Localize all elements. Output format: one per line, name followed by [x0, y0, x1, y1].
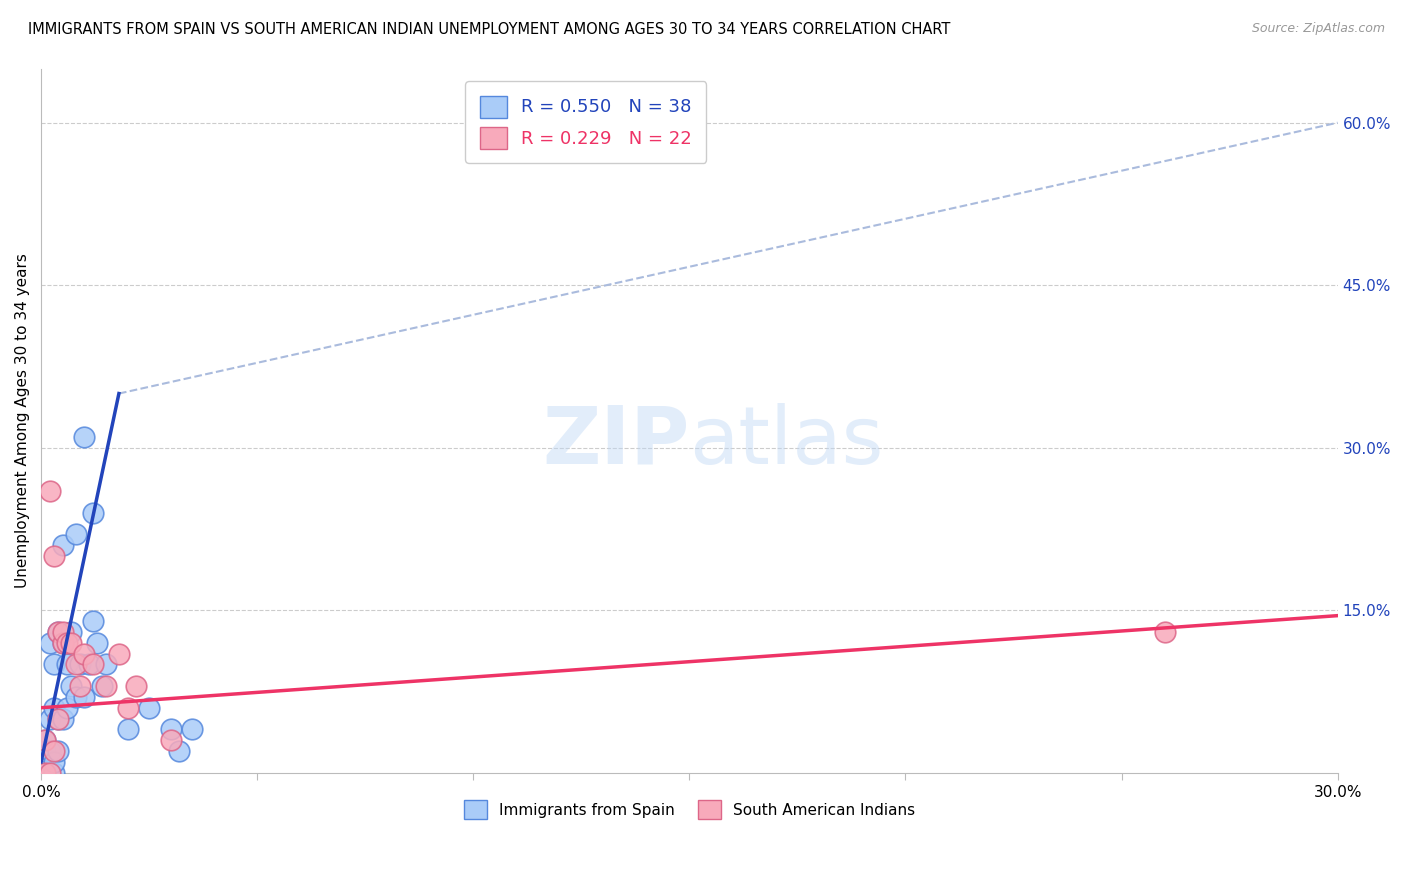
Y-axis label: Unemployment Among Ages 30 to 34 years: Unemployment Among Ages 30 to 34 years	[15, 253, 30, 588]
Point	[48, 712, 70, 726]
Point	[52, 538, 75, 552]
Point	[42, 657, 65, 672]
Point	[82, 506, 104, 520]
Point	[77, 657, 100, 672]
Point	[42, 744, 65, 758]
Point	[38, 712, 60, 726]
Point	[56, 700, 79, 714]
Point	[1153, 624, 1175, 639]
Point	[48, 744, 70, 758]
Text: Source: ZipAtlas.com: Source: ZipAtlas.com	[1251, 22, 1385, 36]
Point	[38, 765, 60, 780]
Point	[56, 636, 79, 650]
Point	[42, 755, 65, 769]
Point	[86, 636, 108, 650]
Point	[38, 744, 60, 758]
Point	[90, 679, 112, 693]
Point	[73, 690, 96, 704]
Point	[69, 657, 91, 672]
Point	[38, 484, 60, 499]
Point	[38, 765, 60, 780]
Point	[65, 690, 87, 704]
Point	[65, 527, 87, 541]
Point	[65, 657, 87, 672]
Point	[34, 733, 56, 747]
Point	[34, 765, 56, 780]
Point	[60, 679, 83, 693]
Point	[48, 624, 70, 639]
Point	[73, 647, 96, 661]
Point	[34, 744, 56, 758]
Text: atlas: atlas	[689, 403, 884, 481]
Point	[34, 765, 56, 780]
Text: IMMIGRANTS FROM SPAIN VS SOUTH AMERICAN INDIAN UNEMPLOYMENT AMONG AGES 30 TO 34 : IMMIGRANTS FROM SPAIN VS SOUTH AMERICAN …	[28, 22, 950, 37]
Point	[94, 679, 117, 693]
Point	[56, 657, 79, 672]
Point	[125, 679, 148, 693]
Point	[42, 700, 65, 714]
Point	[38, 636, 60, 650]
Point	[60, 636, 83, 650]
Point	[52, 624, 75, 639]
Point	[69, 679, 91, 693]
Point	[48, 624, 70, 639]
Legend: Immigrants from Spain, South American Indians: Immigrants from Spain, South American In…	[458, 794, 921, 825]
Point	[42, 549, 65, 563]
Point	[82, 614, 104, 628]
Point	[159, 733, 181, 747]
Point	[169, 744, 191, 758]
Point	[82, 657, 104, 672]
Point	[52, 636, 75, 650]
Point	[34, 755, 56, 769]
Point	[52, 712, 75, 726]
Point	[159, 723, 181, 737]
Point	[108, 647, 131, 661]
Point	[73, 430, 96, 444]
Point	[52, 636, 75, 650]
Point	[138, 700, 160, 714]
Text: ZIP: ZIP	[543, 403, 689, 481]
Point	[181, 723, 204, 737]
Point	[94, 657, 117, 672]
Point	[60, 624, 83, 639]
Point	[117, 700, 139, 714]
Point	[48, 712, 70, 726]
Point	[34, 733, 56, 747]
Point	[42, 765, 65, 780]
Point	[117, 723, 139, 737]
